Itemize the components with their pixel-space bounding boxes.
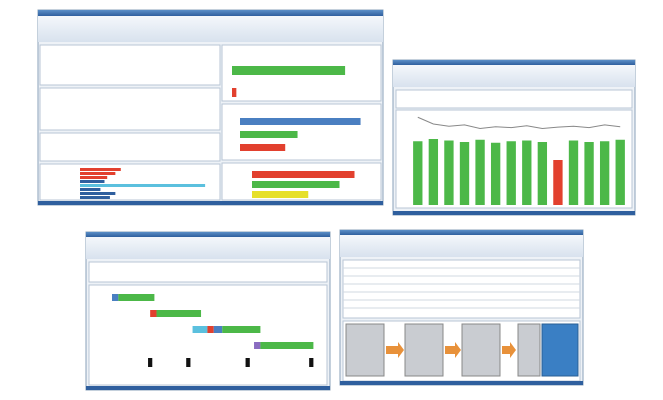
title-bar bbox=[86, 232, 330, 237]
panel bbox=[39, 87, 221, 131]
column bbox=[537, 142, 548, 205]
gantt-bar bbox=[207, 326, 214, 333]
bar bbox=[80, 172, 116, 175]
gantt-bar bbox=[309, 358, 314, 367]
gantt-bar bbox=[245, 358, 250, 367]
gantt-bar bbox=[156, 310, 202, 317]
arrow bbox=[445, 342, 461, 358]
arrow bbox=[386, 342, 404, 358]
bar bbox=[80, 192, 116, 195]
column bbox=[615, 139, 625, 205]
toolbar bbox=[393, 65, 635, 87]
panel bbox=[39, 163, 221, 201]
gantt-panel bbox=[88, 284, 328, 386]
bar bbox=[80, 168, 121, 171]
gantt-bar bbox=[254, 342, 261, 349]
title-bar bbox=[393, 60, 635, 65]
column bbox=[490, 142, 501, 205]
flow-box bbox=[461, 323, 501, 377]
window-1 bbox=[37, 9, 384, 206]
bar bbox=[240, 131, 298, 138]
column bbox=[568, 140, 579, 205]
panel bbox=[39, 132, 221, 162]
column bbox=[599, 141, 610, 205]
gantt-bar bbox=[222, 326, 261, 333]
bar bbox=[80, 196, 110, 199]
gantt-bar bbox=[112, 294, 119, 301]
status-bar bbox=[393, 211, 635, 215]
table-lines bbox=[343, 267, 580, 309]
bar bbox=[252, 171, 355, 178]
title-bar bbox=[38, 10, 383, 16]
column bbox=[522, 140, 532, 205]
column bbox=[459, 142, 470, 205]
toolbar bbox=[38, 16, 383, 42]
status-bar bbox=[86, 386, 330, 390]
panel bbox=[395, 89, 633, 109]
flow-box bbox=[541, 323, 579, 377]
status-bar bbox=[340, 381, 583, 385]
table bbox=[342, 259, 581, 319]
bar bbox=[80, 180, 105, 183]
toolbar bbox=[86, 237, 330, 259]
bar bbox=[80, 188, 101, 191]
column bbox=[475, 139, 485, 205]
gantt-bar bbox=[192, 326, 208, 333]
bar bbox=[80, 184, 206, 187]
gantt-bar bbox=[148, 358, 153, 367]
bar bbox=[232, 66, 346, 75]
gantt-bar bbox=[213, 326, 223, 333]
status-bar bbox=[38, 201, 383, 205]
bar bbox=[252, 181, 340, 188]
flow-box bbox=[345, 323, 385, 377]
bar bbox=[80, 176, 108, 179]
line bbox=[417, 116, 621, 130]
column bbox=[584, 142, 594, 205]
toolbar bbox=[340, 235, 583, 257]
bar bbox=[232, 88, 237, 97]
title-bar bbox=[340, 230, 583, 235]
panel bbox=[39, 44, 221, 86]
column bbox=[444, 140, 454, 205]
window-4 bbox=[339, 229, 584, 386]
bar bbox=[240, 118, 361, 125]
window-3 bbox=[85, 231, 331, 391]
column bbox=[553, 160, 563, 205]
gantt-bar bbox=[186, 358, 191, 367]
bar bbox=[240, 144, 286, 151]
column bbox=[428, 139, 439, 205]
column bbox=[506, 141, 516, 205]
panel bbox=[88, 261, 328, 283]
gantt-bar bbox=[118, 294, 155, 301]
arrow bbox=[502, 342, 516, 358]
gantt-bar bbox=[260, 342, 314, 349]
column bbox=[413, 141, 423, 205]
bar bbox=[252, 191, 309, 198]
flow-box bbox=[517, 323, 541, 377]
flow-box bbox=[404, 323, 444, 377]
gantt-bar bbox=[150, 310, 157, 317]
